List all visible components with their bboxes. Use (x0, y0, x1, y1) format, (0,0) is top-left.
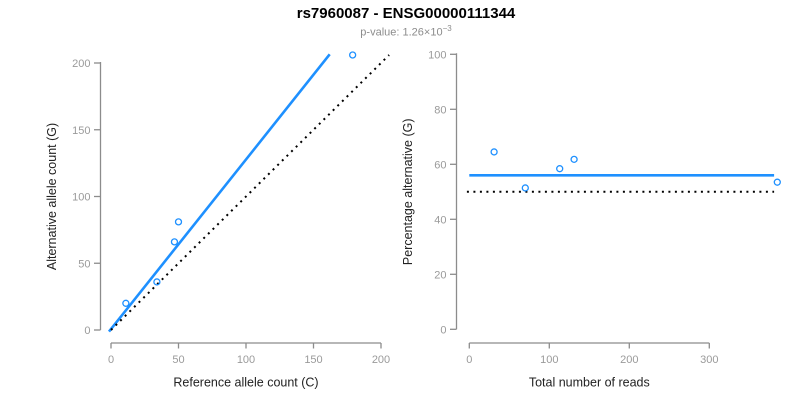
y-tick-label: 40 (434, 214, 446, 226)
fit-line (107, 53, 331, 333)
x-tick-label: 0 (466, 354, 472, 366)
y-tick-label: 0 (84, 325, 90, 337)
data-point (521, 184, 529, 192)
data-point (122, 299, 130, 307)
data-point (170, 238, 179, 246)
x-tick-label: 50 (172, 354, 184, 366)
data-point (174, 218, 183, 226)
data-point (153, 278, 161, 286)
x-tick-label: 100 (237, 354, 255, 366)
data-point (570, 155, 578, 164)
axis-title-y: Percentage alternative (G) (401, 118, 415, 265)
right-plot: 0 20 40 60 80 100 0 100 200 300 Total number of re… (401, 49, 781, 390)
subtitle-exponent: −3 (442, 24, 452, 33)
data-point (556, 165, 564, 173)
x-tick-label: 0 (108, 354, 114, 366)
y-tick-label: 100 (72, 192, 90, 204)
x-tick-label: 300 (700, 354, 718, 366)
data-point (773, 178, 781, 186)
y-tick-label: 60 (434, 159, 446, 171)
subtitle-text: p-value: 1.26×10 (360, 26, 443, 39)
page-subtitle: p-value: 1.26×10−3 (0, 24, 800, 39)
identity-line (110, 54, 390, 331)
data-point (490, 148, 498, 156)
y-tick-label: 0 (440, 324, 446, 336)
y-tick-label: 50 (78, 258, 90, 270)
axis-title-y: Alternative allele count (G) (45, 123, 59, 270)
data-point (348, 51, 357, 59)
y-tick-label: 150 (72, 125, 90, 137)
axis-title-x: Total number of reads (529, 376, 650, 390)
page-title: rs7960087 - ENSG00000111344 (296, 5, 516, 22)
x-tick-label: 200 (372, 354, 390, 366)
y-tick-label: 200 (72, 58, 90, 70)
y-tick-label: 100 (428, 49, 446, 61)
x-tick-label: 150 (304, 354, 322, 366)
axis-title-x: Reference allele count (C) (173, 376, 318, 390)
left-plot: 0 50 100 150 200 0 50 100 150 200 Reference allele… (45, 51, 390, 390)
x-tick-label: 100 (540, 354, 558, 366)
y-tick-label: 80 (434, 104, 446, 116)
y-tick-label: 20 (434, 269, 446, 281)
x-tick-label: 200 (620, 354, 638, 366)
